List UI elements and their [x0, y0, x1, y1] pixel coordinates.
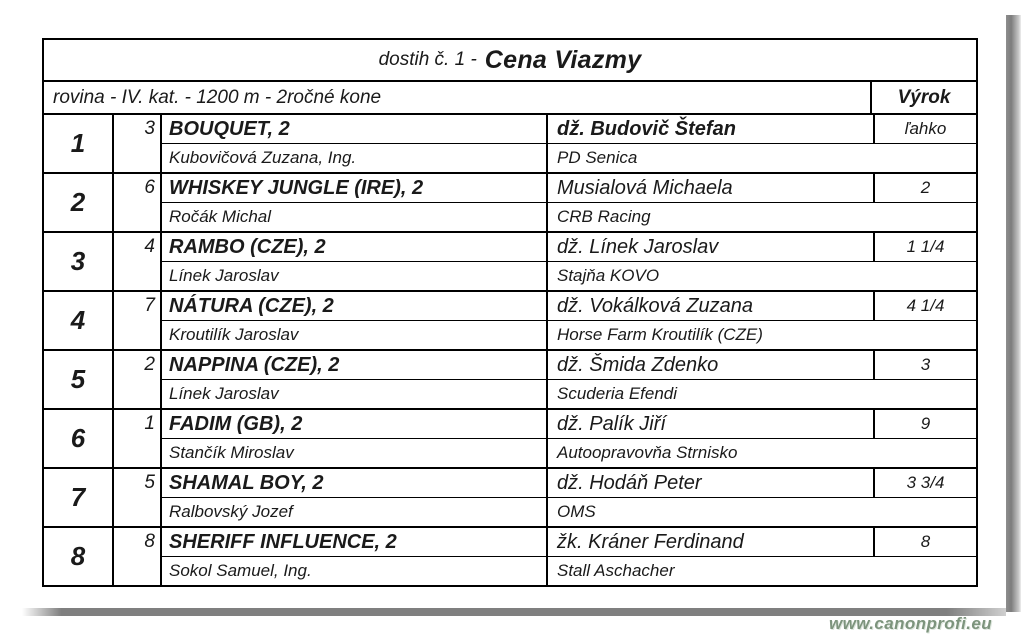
race-conditions: rovina - IV. kat. - 1200 m - 2ročné kone [53, 86, 382, 108]
stable-name: Scuderia Efendi [557, 384, 678, 403]
finish-position: 8 [44, 528, 114, 585]
jockey-name: dž. Palík Jiří [548, 410, 875, 438]
horse-name: BOUQUET, 2 [162, 115, 548, 143]
jockey-name: dž. Línek Jaroslav [548, 233, 875, 261]
verdict-value: 1 1/4 [906, 237, 945, 256]
verdict-value: 3 3/4 [906, 473, 945, 492]
table-row: 5 2 NAPPINA (CZE), 2 dž. Šmida Zdenko 3 … [44, 351, 976, 410]
trainer-name: Línek Jaroslav [162, 262, 548, 290]
stable-name: Stajňa KOVO [557, 266, 660, 285]
start-number: 5 [114, 469, 162, 526]
verdict-value: 4 1/4 [906, 296, 945, 315]
horse-name: WHISKEY JUNGLE (IRE), 2 [162, 174, 548, 202]
verdict-value: 8 [920, 532, 931, 551]
start-number: 3 [114, 115, 162, 172]
trainer-name: Kroutilík Jaroslav [162, 321, 548, 349]
horse-name: SHAMAL BOY, 2 [162, 469, 548, 497]
table-row: 8 8 SHERIFF INFLUENCE, 2 žk. Kráner Ferd… [44, 528, 976, 585]
jockey-name: dž. Hodáň Peter [548, 469, 875, 497]
finish-position: 4 [44, 292, 114, 349]
stable-name: Horse Farm Kroutilík (CZE) [557, 325, 763, 344]
jockey-name: dž. Šmida Zdenko [548, 351, 875, 379]
start-number: 4 [114, 233, 162, 290]
stable-name: OMS [557, 502, 596, 521]
jockey-name: žk. Kráner Ferdinand [548, 528, 875, 556]
finish-position: 5 [44, 351, 114, 408]
trainer-name: Kubovičová Zuzana, Ing. [162, 144, 548, 172]
table-row: 3 4 RAMBO (CZE), 2 dž. Línek Jaroslav 1 … [44, 233, 976, 292]
start-number: 1 [114, 410, 162, 467]
finish-position: 6 [44, 410, 114, 467]
horse-name: NÁTURA (CZE), 2 [162, 292, 548, 320]
verdict-value: 3 [920, 355, 931, 374]
trainer-name: Sokol Samuel, Ing. [162, 557, 548, 585]
finish-position: 7 [44, 469, 114, 526]
stable-name: Stall Aschacher [557, 561, 675, 580]
verdict-value: 9 [920, 414, 931, 433]
finish-position: 2 [44, 174, 114, 231]
race-title-row: dostih č. 1 - Cena Viazmy [44, 40, 976, 82]
finish-position: 3 [44, 233, 114, 290]
page-shadow-right [1006, 15, 1021, 612]
horse-name: RAMBO (CZE), 2 [162, 233, 548, 261]
jockey-name: Musialová Michaela [548, 174, 875, 202]
table-row: 6 1 FADIM (GB), 2 dž. Palík Jiří 9 Stanč… [44, 410, 976, 469]
table-row: 1 3 BOUQUET, 2 dž. Budovič Štefan ľahko … [44, 115, 976, 174]
verdict-value: 2 [920, 178, 931, 197]
jockey-name: dž. Budovič Štefan [548, 115, 875, 143]
trainer-name: Stančík Miroslav [162, 439, 548, 467]
table-row: 7 5 SHAMAL BOY, 2 dž. Hodáň Peter 3 3/4 … [44, 469, 976, 528]
verdict-column-header: Výrok [870, 82, 976, 113]
horse-name: FADIM (GB), 2 [162, 410, 548, 438]
start-number: 7 [114, 292, 162, 349]
trainer-name: Línek Jaroslav [162, 380, 548, 408]
table-row: 4 7 NÁTURA (CZE), 2 dž. Vokálková Zuzana… [44, 292, 976, 351]
start-number: 6 [114, 174, 162, 231]
page-shadow-bottom [22, 608, 1006, 616]
start-number: 2 [114, 351, 162, 408]
trainer-name: Ročák Michal [162, 203, 548, 231]
stable-name: PD Senica [557, 148, 638, 167]
stable-name: Autoopravovňa Strnisko [557, 443, 738, 462]
trainer-name: Ralbovský Jozef [162, 498, 548, 526]
race-conditions-row: rovina - IV. kat. - 1200 m - 2ročné kone… [44, 82, 976, 115]
verdict-value: ľahko [904, 119, 947, 138]
horse-name: SHERIFF INFLUENCE, 2 [162, 528, 548, 556]
table-row: 2 6 WHISKEY JUNGLE (IRE), 2 Musialová Mi… [44, 174, 976, 233]
horse-name: NAPPINA (CZE), 2 [162, 351, 548, 379]
finish-position: 1 [44, 115, 114, 172]
race-result-table: dostih č. 1 - Cena Viazmy rovina - IV. k… [42, 38, 978, 587]
race-name: Cena Viazmy [484, 45, 642, 74]
race-number-label: dostih č. 1 - [378, 49, 477, 70]
watermark-url: www.canonprofi.eu [829, 614, 992, 633]
stable-name: CRB Racing [557, 207, 651, 226]
jockey-name: dž. Vokálková Zuzana [548, 292, 875, 320]
start-number: 8 [114, 528, 162, 585]
